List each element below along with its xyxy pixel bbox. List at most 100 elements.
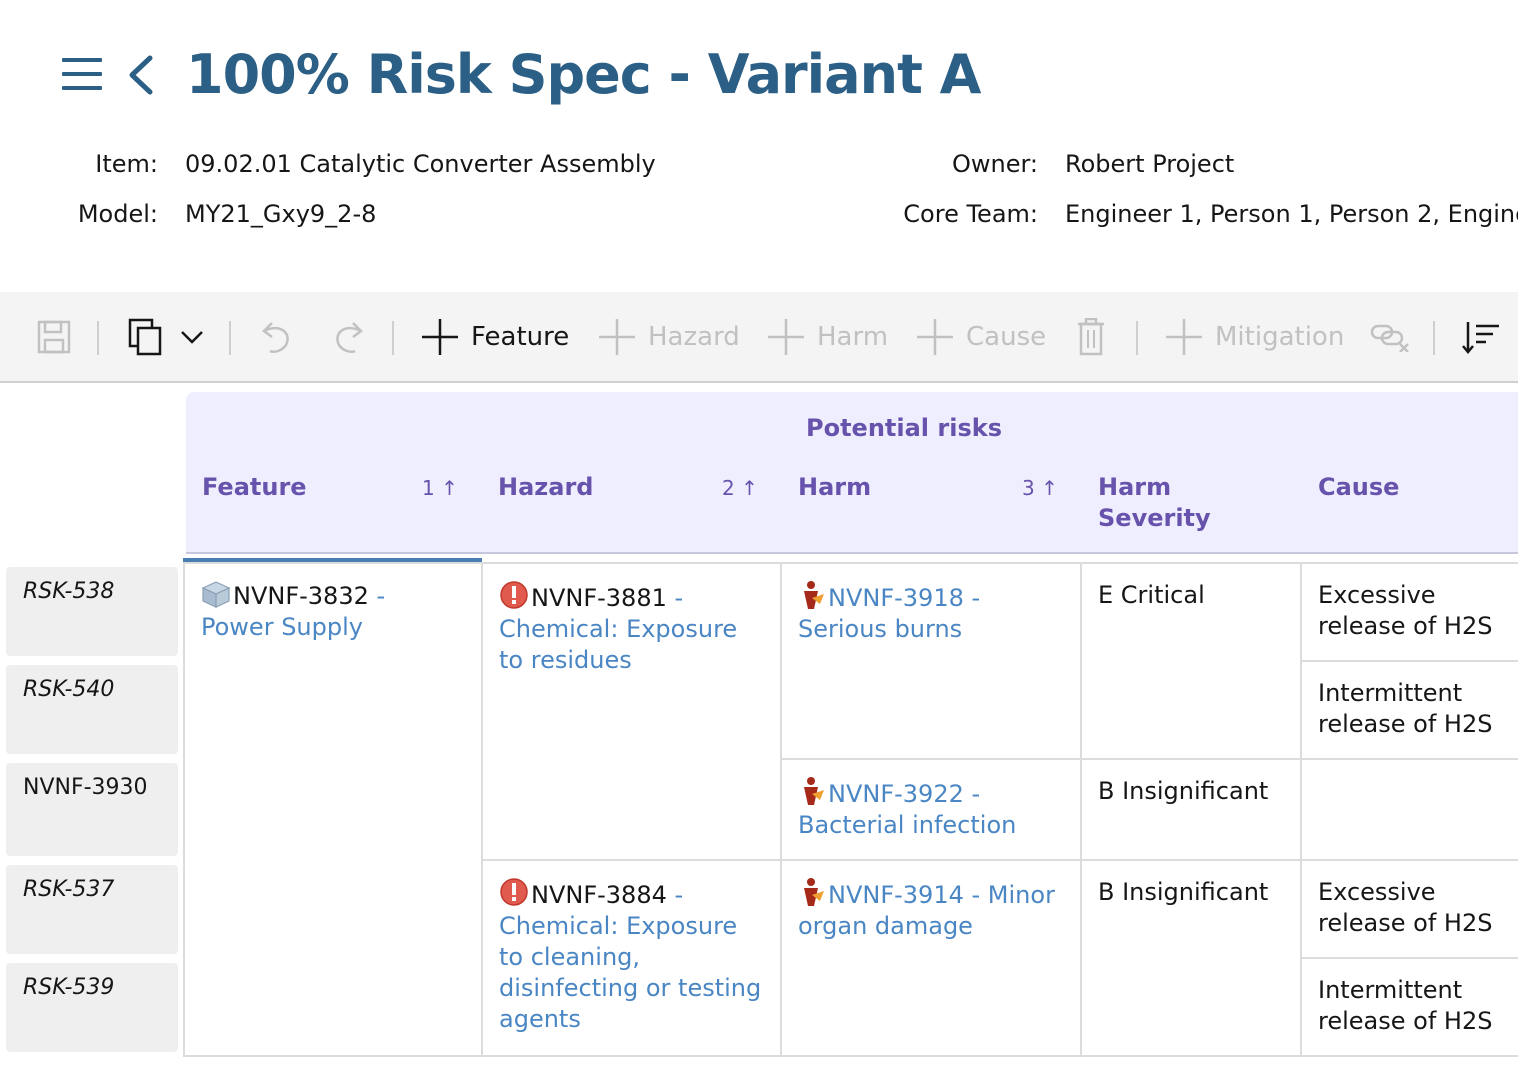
harm-id[interactable]: NVNF-3918 [828,584,964,612]
hazard-separator: - [666,881,684,909]
cause-cell[interactable]: Intermittent release of H2S [1300,660,1518,760]
harm-id[interactable]: NVNF-3922 [828,780,964,808]
hazard-id[interactable]: NVNF-3884 [531,881,667,909]
column-header-cause[interactable]: Cause [1318,473,1400,501]
add-harm-label: Harm [817,321,889,352]
sort-indicator[interactable]: 2 ↑ [722,476,758,500]
severity-cell[interactable]: E Critical [1080,562,1302,760]
column-header-feature[interactable]: Feature [202,473,307,501]
row-label[interactable]: RSK-540 [6,665,178,754]
toolbar-divider [392,321,394,355]
warning-icon [500,878,528,906]
severity-value: B Insignificant [1098,777,1269,805]
hazard-cell[interactable]: NVNF-3884 - Chemical: Exposure to cleani… [481,859,782,1057]
grid-header: Potential risks Feature 1 ↑ Hazard 2 ↑ H… [186,392,1518,554]
plus-icon [599,318,635,355]
warning-icon [500,581,528,609]
active-column-indicator [183,558,482,562]
severity-value: B Insignificant [1098,878,1269,906]
add-feature-button[interactable]: Feature [421,292,569,381]
feature-id[interactable]: NVNF-3832 [233,582,369,610]
chevron-down-icon [181,330,203,344]
severity-cell[interactable]: B Insignificant [1080,758,1302,861]
core-team-label: Core Team: [903,200,1038,228]
core-team-value: Engineer 1, Person 1, Person 2, Engineer… [1065,200,1518,228]
feature-cell[interactable]: NVNF-3832 - Power Supply [183,562,483,1057]
undo-button[interactable] [260,292,292,381]
row-label[interactable]: NVNF-3930 [6,763,178,856]
harm-separator: - [963,780,981,808]
cause-value: Intermittent release of H2S [1318,679,1493,738]
row-label[interactable]: RSK-539 [6,963,178,1052]
harm-separator: - [963,881,988,909]
add-harm-button[interactable]: Harm [767,292,888,381]
page-title: 100% Risk Spec - Variant A [186,43,981,106]
chevron-left-icon[interactable] [126,54,156,96]
add-feature-label: Feature [471,321,570,352]
item-label: Item: [95,150,158,178]
harm-cell[interactable]: NVNF-3914 - Minor organ damage [780,859,1082,1057]
model-label: Model: [77,200,158,228]
harm-cell[interactable]: NVNF-3922 - Bacterial infection [780,758,1082,861]
add-mitigation-button[interactable]: Mitigation [1165,292,1344,381]
menu-icon[interactable] [62,58,102,92]
harm-name[interactable]: Serious burns [798,615,963,643]
copy-icon [128,318,162,355]
copy-button[interactable] [128,292,164,381]
column-header-harm-severity[interactable]: Harm Severity [1098,473,1211,532]
toolbar-divider [97,321,99,355]
plus-icon [1166,318,1202,355]
undo-icon [262,321,289,353]
harm-name[interactable]: Bacterial infection [798,811,1017,839]
sort-button[interactable] [1462,292,1500,381]
column-header-hazard[interactable]: Hazard [498,473,594,501]
cause-value: Excessive release of H2S [1318,581,1493,640]
row-label[interactable]: RSK-538 [6,567,178,656]
severity-cell[interactable]: B Insignificant [1080,859,1302,1057]
hazard-cell[interactable]: NVNF-3881 - Chemical: Exposure to residu… [481,562,782,861]
cause-value: Excessive release of H2S [1318,878,1493,937]
cause-cell[interactable]: Excessive release of H2S [1300,859,1518,959]
copy-dropdown-button[interactable] [180,292,204,381]
toolbar-divider [1433,321,1435,355]
feature-separator: - [368,582,386,610]
body-icon [804,878,824,906]
redo-icon [336,321,363,353]
severity-value: E Critical [1098,581,1205,609]
plus-icon [917,318,953,355]
add-hazard-button[interactable]: Hazard [598,292,740,381]
save-button[interactable] [37,292,71,381]
toolbar-divider [1136,321,1138,355]
add-hazard-label: Hazard [648,321,740,352]
sort-indicator[interactable]: 3 ↑ [1022,476,1058,500]
hazard-name[interactable]: Chemical: Exposure to cleaning, disinfec… [499,912,762,1033]
hazard-separator: - [666,584,684,612]
hazard-id[interactable]: NVNF-3881 [531,584,667,612]
cause-cell[interactable] [1300,758,1518,861]
cause-cell[interactable]: Intermittent release of H2S [1300,957,1518,1057]
model-value: MY21_Gxy9_2-8 [185,200,377,228]
plus-icon [422,318,458,355]
add-cause-button[interactable]: Cause [916,292,1046,381]
toolbar: Feature Hazard Harm Cause Mitigation [0,292,1518,383]
hazard-name[interactable]: Chemical: Exposure to residues [499,615,738,674]
row-label[interactable]: RSK-537 [6,865,178,954]
item-value: 09.02.01 Catalytic Converter Assembly [185,150,656,178]
harm-id[interactable]: NVNF-3914 [828,881,964,909]
add-cause-label: Cause [966,321,1047,352]
trash-icon [1078,317,1104,355]
sort-indicator[interactable]: 1 ↑ [422,476,458,500]
add-mitigation-label: Mitigation [1215,321,1345,352]
feature-name[interactable]: Power Supply [201,613,363,641]
cube-icon [201,581,231,608]
redo-button[interactable] [333,292,365,381]
unlink-button[interactable] [1370,292,1410,381]
column-header-harm[interactable]: Harm [798,473,872,501]
harm-separator: - [963,584,981,612]
cause-cell[interactable]: Excessive release of H2S [1300,562,1518,662]
harm-cell[interactable]: NVNF-3918 - Serious burns [780,562,1082,760]
group-title: Potential risks [806,414,1002,442]
delete-button[interactable] [1077,292,1105,381]
harm-name[interactable]: Minor organ damage [798,881,1055,940]
unlink-icon [1370,324,1409,352]
